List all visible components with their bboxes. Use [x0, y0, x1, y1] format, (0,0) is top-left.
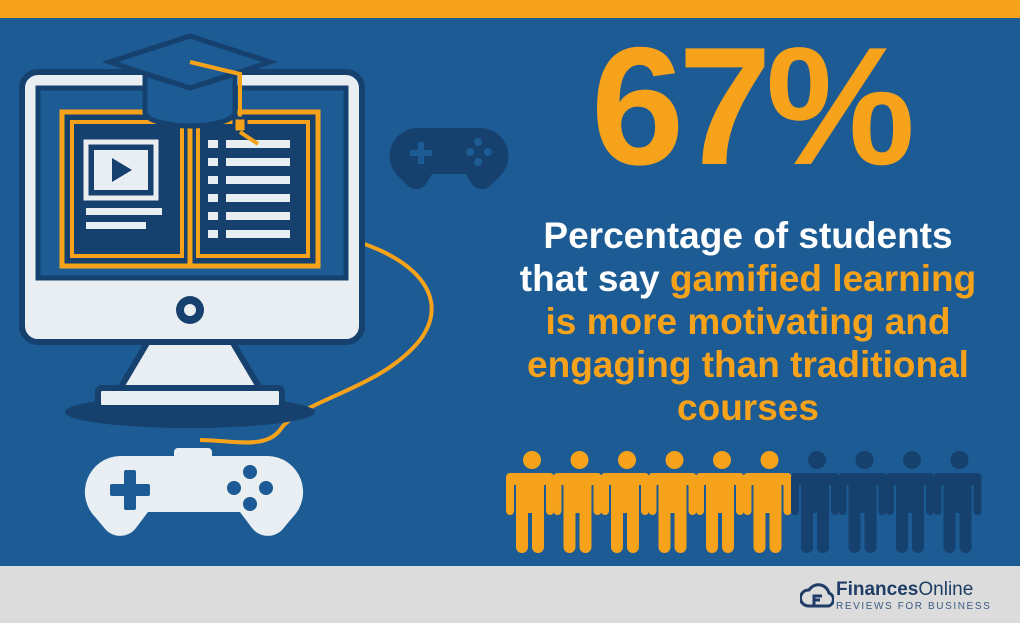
person-icon [838, 451, 887, 553]
person-icon [791, 451, 839, 553]
person-icon [601, 451, 649, 553]
caption-line-3: is more motivating and [545, 301, 951, 342]
person-icon [553, 451, 602, 553]
brand-logo[interactable]: FinancesOnline REVIEWS FOR BUSINESS [836, 580, 991, 614]
caption-line-1: Percentage of students [543, 215, 953, 256]
caption-line-2-highlight: gamified learning [669, 258, 977, 299]
people-row [506, 451, 982, 553]
person-icon [648, 451, 697, 553]
brand-tagline: REVIEWS FOR BUSINESS [836, 601, 992, 612]
small-gamepad-icon [389, 127, 509, 190]
big-stat-value: 67% [590, 12, 915, 200]
brand-name: FinancesOnline [836, 580, 991, 600]
top-accent-bar [0, 0, 1020, 18]
caption-line-4: engaging than traditional [527, 344, 969, 385]
footer-bar [0, 566, 1020, 623]
cable [199, 238, 434, 445]
person-icon [696, 451, 744, 553]
stat-caption: Percentage of students that say gamified… [478, 214, 1018, 429]
book-icon [59, 109, 321, 269]
person-icon [933, 451, 982, 553]
person-icon [506, 451, 554, 553]
caption-line-2: that say gamified learning [478, 257, 1018, 300]
brand-name-regular: Online [918, 579, 974, 600]
graduation-cap-icon [101, 33, 279, 146]
financesonline-logo-icon [800, 583, 834, 608]
caption-line-2-plain: that say [519, 258, 670, 299]
person-icon [743, 451, 792, 553]
caption-line-5: courses [677, 387, 819, 428]
play-icon [112, 158, 132, 182]
person-icon [886, 451, 934, 553]
illustration [19, 33, 982, 553]
gamepad-icon [84, 448, 304, 536]
brand-name-bold: Finances [836, 579, 919, 600]
